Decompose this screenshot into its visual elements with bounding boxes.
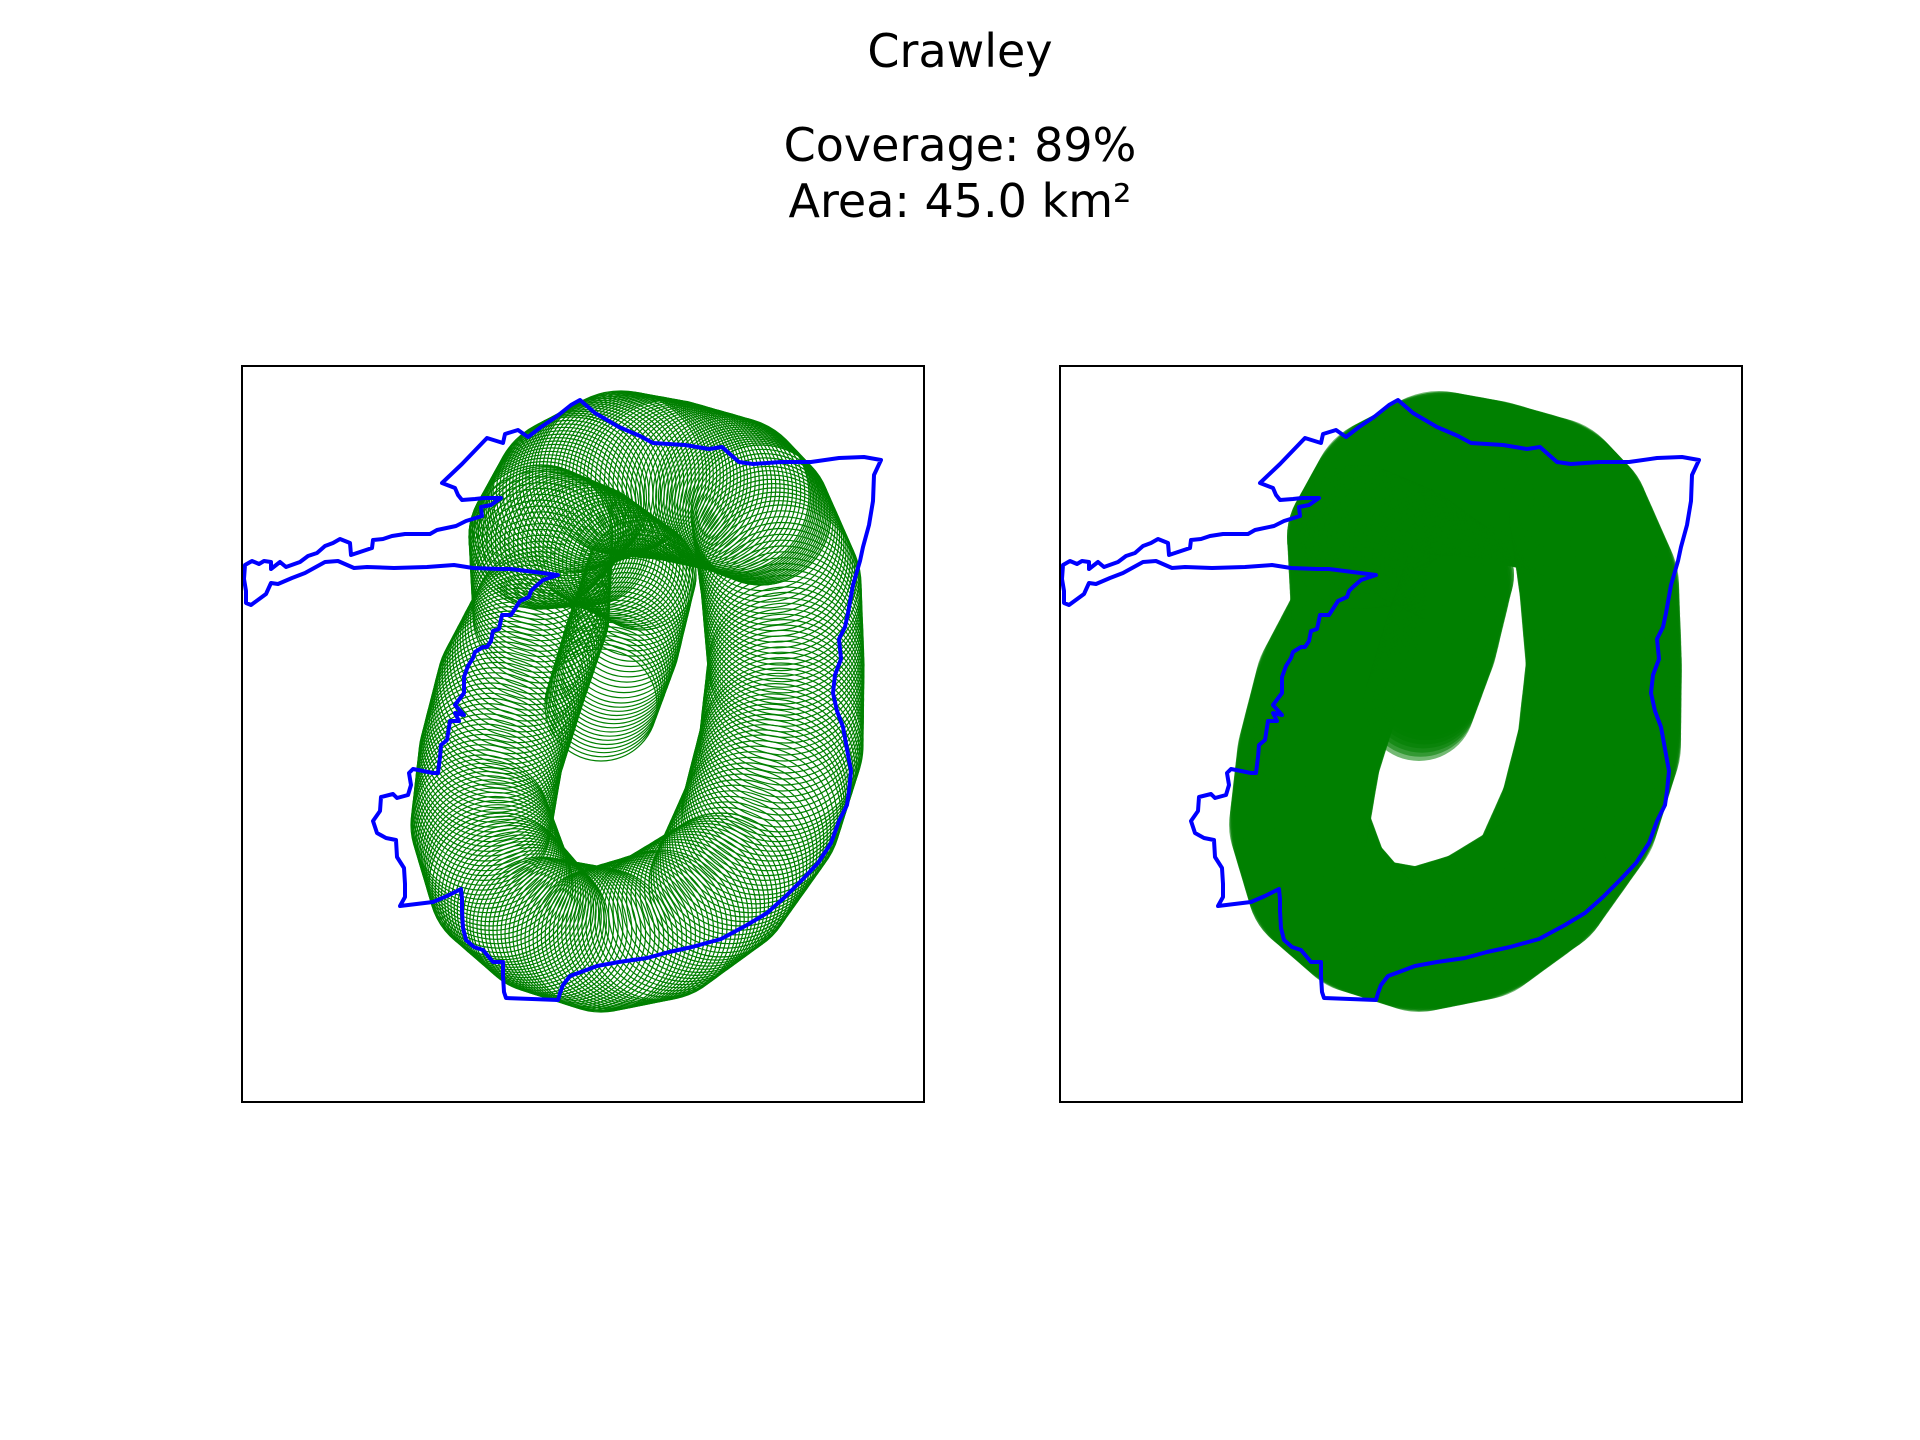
- coverage-circle: [484, 858, 624, 998]
- coverage-circle: [414, 766, 557, 909]
- coverage-circle: [547, 639, 661, 754]
- boundary-outline: [242, 398, 883, 1002]
- coverage-circle: [489, 423, 645, 579]
- coverage-outline-panel: [241, 365, 925, 1103]
- coverage-circle: [565, 506, 681, 622]
- coverage-circle: [530, 484, 652, 606]
- coverage-circle: [412, 762, 555, 905]
- coverage-circle: [540, 863, 688, 1010]
- coverage-circle: [426, 651, 574, 799]
- coverage-circle: [589, 846, 741, 998]
- coverage-circle: [464, 560, 605, 700]
- coverage-circle: [433, 620, 583, 770]
- coverage-circle: [441, 601, 589, 749]
- coverage-circle: [671, 756, 828, 914]
- coverage-circle: [416, 775, 560, 918]
- coverage-circle: [581, 516, 694, 629]
- coverage-circle: [694, 470, 845, 620]
- coverage-circle: [536, 864, 683, 1011]
- coverage-circle: [657, 790, 808, 940]
- coverage-circle: [418, 682, 564, 828]
- coverage-circle: [639, 817, 786, 964]
- coverage-circle: [466, 850, 605, 989]
- coverage-circle: [449, 587, 595, 733]
- coverage-circle: [692, 457, 838, 603]
- coverage-circle: [594, 844, 745, 995]
- coverage-circle: [417, 692, 562, 838]
- coverage-circle: [444, 596, 591, 744]
- coverage-label: Coverage: 89%: [783, 118, 1137, 172]
- coverage-circle: [446, 592, 593, 738]
- coverage-filled-panel: [1059, 365, 1743, 1103]
- boundary-outline: [1060, 398, 1701, 1002]
- coverage-circle: [549, 630, 664, 746]
- coverage-circle: [643, 815, 790, 961]
- coverage-circle: [550, 626, 666, 741]
- coverage-circle: [693, 465, 843, 615]
- coverage-circles: [410, 390, 865, 1013]
- figure-title: Crawley: [867, 24, 1053, 78]
- coverage-circle: [546, 494, 665, 613]
- coverage-circle: [653, 801, 801, 949]
- coverage-circle: [545, 644, 660, 758]
- coverage-fill: [1229, 391, 1682, 1012]
- coverage-circle: [625, 825, 774, 973]
- coverage-filled-circle: [1363, 649, 1475, 761]
- coverage-circle: [663, 424, 816, 577]
- coverage-circle: [454, 578, 598, 722]
- coverage-circle: [447, 831, 590, 973]
- coverage-circle: [453, 837, 595, 979]
- coverage-circle: [552, 621, 668, 737]
- coverage-circle: [643, 413, 802, 572]
- coverage-circle: [650, 806, 798, 954]
- coverage-circle: [420, 787, 565, 931]
- coverage-circle: [420, 672, 567, 818]
- coverage-circle: [427, 646, 575, 794]
- coverage-circle: [476, 857, 615, 995]
- coverage-circle: [548, 860, 697, 1009]
- coverage-circle: [450, 834, 592, 976]
- coverage-circle: [660, 422, 815, 577]
- coverage-circle: [561, 504, 678, 620]
- coverage-circle: [685, 440, 829, 584]
- coverage-circle: [436, 610, 586, 760]
- coverage-circle: [573, 511, 687, 626]
- coverage-circle: [577, 514, 691, 628]
- area-label: Area: 45.0 km²: [788, 174, 1132, 228]
- coverage-circle: [687, 442, 831, 585]
- coverage-circle: [598, 841, 749, 992]
- panel-frame: [1059, 365, 1743, 1103]
- coverage-circle: [548, 635, 663, 750]
- coverage-circle: [544, 648, 658, 762]
- panel-frame: [241, 365, 925, 1103]
- coverage-circle: [415, 770, 558, 914]
- coverage-circle: [612, 833, 761, 983]
- coverage-circle: [419, 783, 563, 927]
- coverage-circle: [616, 830, 766, 980]
- coverage-circle: [467, 555, 607, 695]
- coverage-circle: [666, 426, 818, 578]
- coverage-circle: [438, 605, 588, 755]
- coverage-circle: [691, 452, 836, 598]
